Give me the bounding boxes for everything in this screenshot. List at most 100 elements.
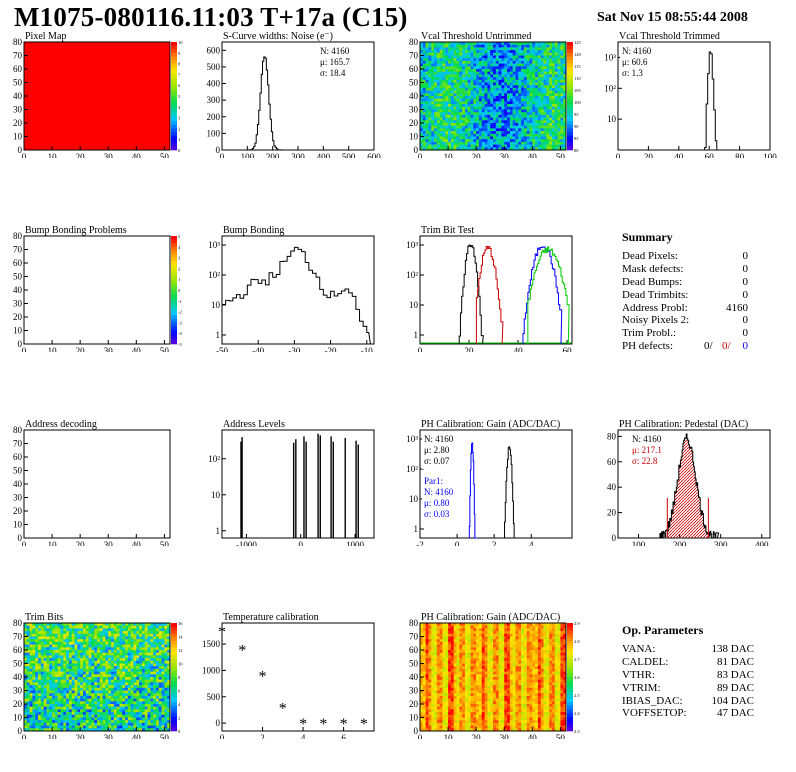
heatmap-cell xyxy=(481,85,485,89)
heatmap-cell xyxy=(68,628,73,632)
heatmap-cell xyxy=(549,139,553,143)
heatmap-cell xyxy=(439,123,443,126)
heatmap-cell xyxy=(509,85,513,89)
heatmap-cell xyxy=(554,623,558,626)
heatmap-cell xyxy=(425,117,429,121)
heatmap-cell xyxy=(495,87,499,91)
heatmap-cell xyxy=(155,668,160,672)
heatmap-cell xyxy=(80,641,84,645)
heatmap-cell xyxy=(49,668,53,672)
heatmap-cell xyxy=(509,44,513,48)
heatmap-cell xyxy=(473,101,477,105)
heatmap-cell xyxy=(40,701,44,705)
heatmap-cell xyxy=(57,717,61,721)
heatmap-cell xyxy=(481,109,485,113)
heatmap-cell xyxy=(116,636,120,640)
heatmap-cell xyxy=(113,628,117,632)
heatmap-cell xyxy=(490,50,494,54)
heatmap-cell xyxy=(77,712,81,716)
heatmap-cell xyxy=(529,44,533,48)
heatmap-cell xyxy=(113,704,117,707)
heatmap-cell xyxy=(563,125,567,129)
heatmap-cell xyxy=(450,69,454,72)
heatmap-cell xyxy=(509,131,513,135)
heatmap-cell xyxy=(35,663,39,667)
heatmap-cell xyxy=(459,52,463,56)
heatmap-cell xyxy=(501,98,505,102)
heatmap-cell xyxy=(144,687,148,691)
heatmap-cell xyxy=(32,636,36,640)
heatmap-cell xyxy=(450,128,454,132)
heatmap-cell xyxy=(119,717,123,721)
heatmap-cell xyxy=(537,106,542,110)
heatmap-cell xyxy=(529,71,533,75)
heatmap-cell xyxy=(29,690,33,694)
heatmap-cell xyxy=(515,117,519,121)
heatmap-cell xyxy=(523,109,527,113)
heatmap-cell xyxy=(476,106,480,110)
heatmap-cell xyxy=(515,98,519,102)
heatmap-cell xyxy=(46,704,50,707)
heatmap-cell xyxy=(155,706,160,710)
y-tick-label: 60 xyxy=(13,452,23,462)
heatmap-cell xyxy=(526,133,530,137)
heatmap-cell xyxy=(153,706,157,710)
heatmap-cell xyxy=(431,66,435,70)
heatmap-cell xyxy=(515,631,519,635)
heatmap-cell xyxy=(77,625,81,629)
heatmap-cell xyxy=(490,133,494,137)
heatmap-cell xyxy=(478,50,483,54)
heatmap-cell xyxy=(141,650,146,653)
heatmap-cell xyxy=(167,636,171,640)
heatmap-cell xyxy=(24,628,28,632)
heatmap-cell xyxy=(478,52,483,56)
heatmap-cell xyxy=(66,660,70,664)
heatmap-cell xyxy=(470,633,474,637)
heatmap-cell xyxy=(122,704,126,707)
heatmap-cell xyxy=(512,82,516,86)
heatmap-cell xyxy=(537,44,542,48)
heatmap-cell xyxy=(504,625,508,629)
heatmap-cell xyxy=(57,625,61,629)
heatmap-cell xyxy=(147,652,151,656)
heatmap-cell xyxy=(470,101,474,105)
heatmap-cell xyxy=(490,85,494,89)
heatmap-cell xyxy=(80,728,84,732)
heatmap-cell xyxy=(495,128,499,132)
heatmap-cell xyxy=(467,104,471,108)
heatmap-cell xyxy=(29,677,33,680)
heatmap-cell xyxy=(484,63,488,67)
heatmap-cell xyxy=(97,636,101,640)
heatmap-cell xyxy=(504,133,508,137)
heatmap-cell xyxy=(111,725,115,729)
colorbar-label: 2 xyxy=(178,716,180,721)
heatmap-cell xyxy=(450,58,454,62)
heatmap-cell xyxy=(144,671,148,675)
heatmap-cell xyxy=(551,74,556,78)
heatmap-cell xyxy=(526,128,530,132)
heatmap-cell xyxy=(487,50,491,54)
heatmap-cell xyxy=(164,625,168,629)
heatmap-cell xyxy=(515,125,519,129)
x-tick-label: 0 xyxy=(22,152,27,158)
heatmap-cell xyxy=(515,136,519,140)
heatmap-cell xyxy=(26,687,30,691)
heatmap-cell xyxy=(557,50,561,54)
heatmap-cell xyxy=(523,625,527,629)
heatmap-cell xyxy=(105,623,109,626)
heatmap-cell xyxy=(554,123,558,126)
heatmap-cell xyxy=(495,42,499,45)
heatmap-cell xyxy=(478,85,483,89)
heatmap-cell xyxy=(35,650,39,653)
heatmap-cell xyxy=(523,628,527,632)
heatmap-cell xyxy=(436,77,440,81)
heatmap-cell xyxy=(478,71,483,75)
heatmap-cell xyxy=(425,112,429,116)
heatmap-cell xyxy=(91,628,95,632)
heatmap-cell xyxy=(425,79,429,83)
heatmap-cell xyxy=(133,639,137,643)
heatmap-cell xyxy=(535,52,539,56)
heatmap-cell xyxy=(459,112,463,116)
heatmap-cell xyxy=(563,141,567,145)
heatmap-cell xyxy=(434,66,438,70)
